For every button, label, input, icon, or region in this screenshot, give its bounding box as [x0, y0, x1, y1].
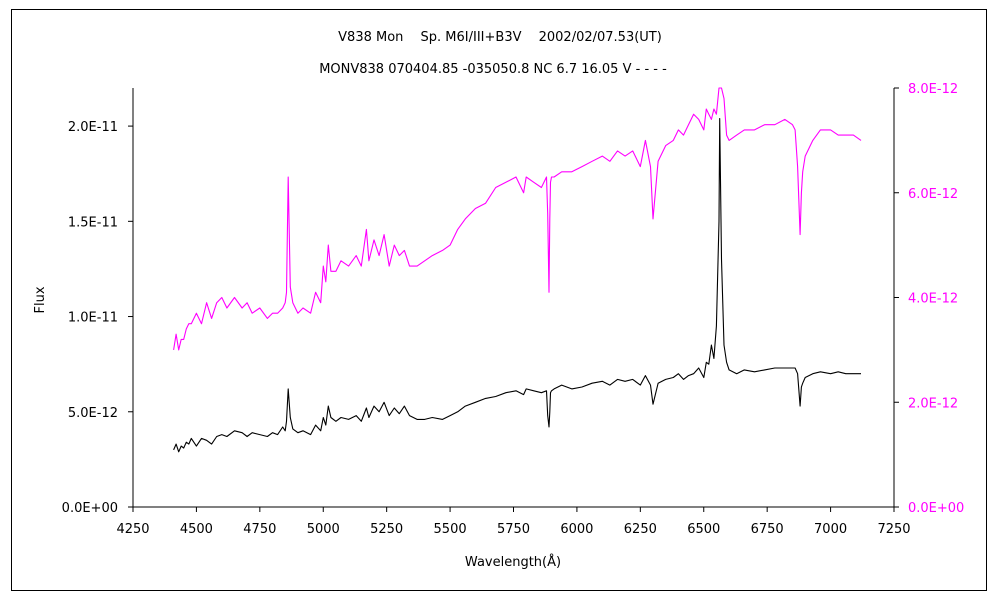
- x-tick-label: 5000: [307, 522, 340, 537]
- y2-tick-label: 8.0E-12: [908, 82, 958, 97]
- y2-tick-label: 4.0E-12: [908, 292, 958, 307]
- flux-series-line-right-axis: [173, 87, 862, 351]
- flux-series-line-left-axis: [173, 117, 861, 453]
- y2-tick-label: 0.0E+00: [908, 501, 964, 516]
- x-tick-label: 5750: [497, 522, 530, 537]
- chart-subtitle: MONV838 070404.85 -035050.8 NC 6.7 16.05…: [319, 62, 667, 77]
- y-tick-label: 1.5E-11: [68, 215, 118, 230]
- y-tick-label: 2.0E-11: [68, 120, 118, 135]
- x-tick-label: 6250: [624, 522, 657, 537]
- y2-tick-label: 6.0E-12: [908, 187, 958, 202]
- x-tick-label: 7250: [877, 522, 910, 537]
- chart-frame: [11, 9, 987, 591]
- x-tick-label: 4500: [180, 522, 213, 537]
- x-axis-label: Wavelength(Å): [465, 554, 561, 570]
- y-tick-label: 0.0E+00: [62, 501, 118, 516]
- x-tick-label: 4250: [116, 522, 149, 537]
- x-tick-label: 7000: [814, 522, 847, 537]
- plot-layer: 4250 4500 4750 5000 5250 5500 5750 6000 6250 6500…: [62, 82, 965, 537]
- x-tick-label: 6000: [560, 522, 593, 537]
- x-tick-label: 5250: [370, 522, 403, 537]
- y-axis-label: Flux: [33, 286, 48, 313]
- x-tick-label: 5500: [434, 522, 467, 537]
- y-tick-label: 5.0E-12: [68, 406, 118, 421]
- x-tick-label: 6750: [751, 522, 784, 537]
- chart-title: V838 Mon Sp. M6I/III+B3V 2002/02/07.53(U…: [338, 30, 662, 45]
- y2-tick-label: 2.0E-12: [908, 396, 958, 411]
- x-tick-label: 6500: [687, 522, 720, 537]
- x-tick-label: 4750: [243, 522, 276, 537]
- y-tick-label: 1.0E-11: [68, 311, 118, 326]
